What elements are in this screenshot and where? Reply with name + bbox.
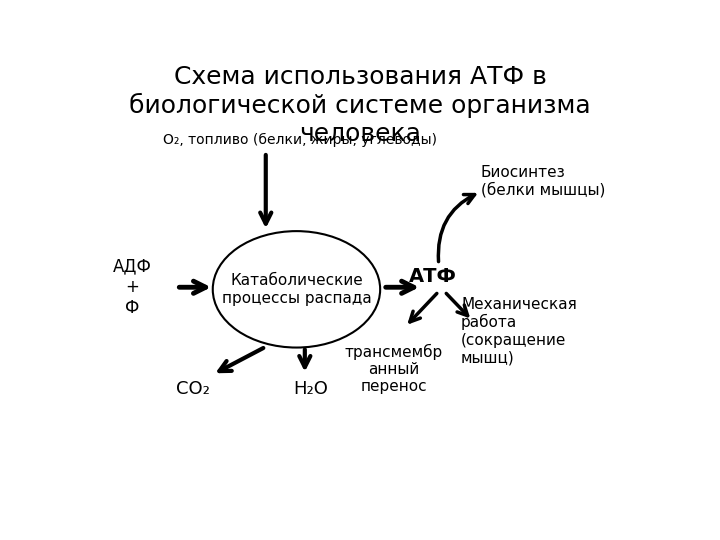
Text: Механическая
работа
(сокращение
мышц): Механическая работа (сокращение мышц) (461, 296, 577, 365)
FancyArrowPatch shape (438, 194, 474, 261)
Text: Схема использования АТФ в
биологической системе организма
человека: Схема использования АТФ в биологической … (129, 65, 591, 146)
Text: О₂, топливо (белки, жиры, углеводы): О₂, топливо (белки, жиры, углеводы) (163, 133, 436, 147)
FancyArrowPatch shape (260, 155, 271, 224)
FancyArrowPatch shape (179, 281, 206, 293)
FancyArrowPatch shape (300, 349, 310, 367)
FancyArrowPatch shape (386, 281, 414, 293)
Text: Биосинтез
(белки мышцы): Биосинтез (белки мышцы) (481, 165, 605, 198)
Text: АДФ
+
Ф: АДФ + Ф (112, 258, 151, 317)
Text: трансмембр
анный
перенос: трансмембр анный перенос (345, 343, 444, 394)
Text: Катаболические
процессы распада: Катаболические процессы распада (222, 273, 372, 306)
FancyArrowPatch shape (410, 293, 437, 322)
Text: Н₂О: Н₂О (293, 380, 328, 398)
Text: АТФ: АТФ (409, 267, 457, 286)
Text: СО₂: СО₂ (176, 380, 210, 398)
FancyArrowPatch shape (220, 348, 264, 371)
FancyArrowPatch shape (446, 293, 467, 316)
